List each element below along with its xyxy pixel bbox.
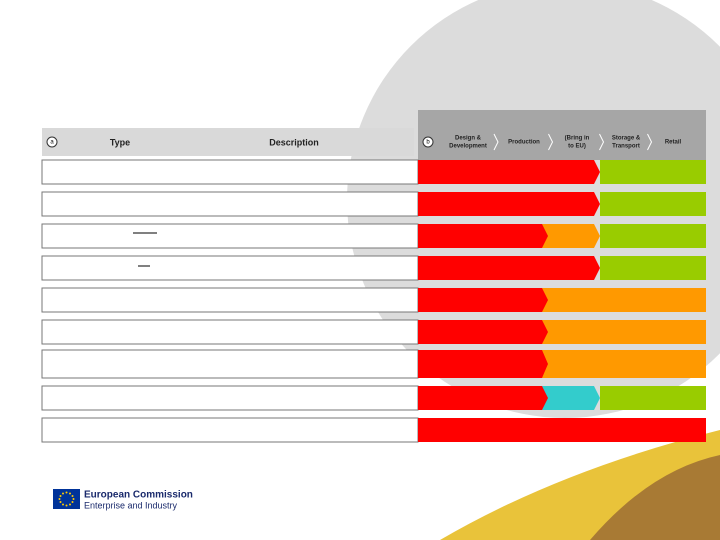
bar-cyan xyxy=(542,386,600,410)
bar-red xyxy=(418,192,600,216)
bar-orange xyxy=(542,224,600,248)
stages: Design & Development Production (Bring in to… xyxy=(449,133,682,151)
bar-green xyxy=(600,160,706,184)
bg-brown xyxy=(590,455,720,540)
row xyxy=(41,191,419,217)
stage-divider xyxy=(647,133,653,151)
bar-green xyxy=(600,192,706,216)
type-header: Type xyxy=(110,137,130,147)
header-right xyxy=(418,110,706,160)
row xyxy=(41,255,419,281)
stage-divider xyxy=(548,133,554,151)
marker-a-text: a xyxy=(50,140,54,146)
marker-b xyxy=(422,136,434,148)
row xyxy=(41,287,419,313)
bar-green xyxy=(600,386,706,410)
bar-red xyxy=(418,224,548,248)
row xyxy=(41,417,419,443)
stage-divider xyxy=(599,133,605,151)
stage-label: Retail xyxy=(665,140,682,146)
rows xyxy=(41,159,419,443)
bar-red xyxy=(418,160,600,184)
row xyxy=(41,159,419,185)
row xyxy=(41,349,419,379)
bar-red xyxy=(418,350,548,378)
bar-green xyxy=(600,256,706,280)
eu-flag xyxy=(53,489,80,509)
stage-label: (Bring in xyxy=(565,136,590,142)
bar-orange xyxy=(542,320,706,344)
stage-label: Design & xyxy=(455,136,482,142)
marker-a xyxy=(46,136,58,148)
stage-label: Development xyxy=(449,144,487,150)
eu-stars xyxy=(58,491,75,507)
bar-orange xyxy=(542,350,706,378)
marker-b-text: b xyxy=(426,140,430,146)
bar-green xyxy=(600,224,706,248)
description-header: Description xyxy=(269,137,319,147)
bar-orange xyxy=(542,288,706,312)
row xyxy=(41,223,419,249)
stage-divider xyxy=(493,133,499,151)
header-left xyxy=(42,128,414,156)
logo: European Commission Enterprise and Indus… xyxy=(53,489,193,510)
bars xyxy=(418,160,706,442)
footer-title: European Commission xyxy=(84,490,193,501)
stage-label: Production xyxy=(508,140,540,146)
bar-red xyxy=(418,418,706,442)
stage-label: to EU) xyxy=(568,144,586,150)
row xyxy=(41,385,419,411)
row xyxy=(41,319,419,345)
stage-label: Transport xyxy=(612,144,640,150)
bar-red xyxy=(418,386,548,410)
bar-red xyxy=(418,320,548,344)
stage-label: Storage & xyxy=(612,136,641,142)
bar-red xyxy=(418,256,600,280)
bar-red xyxy=(418,288,548,312)
footer-subtitle: Enterprise and Industry xyxy=(84,500,178,510)
